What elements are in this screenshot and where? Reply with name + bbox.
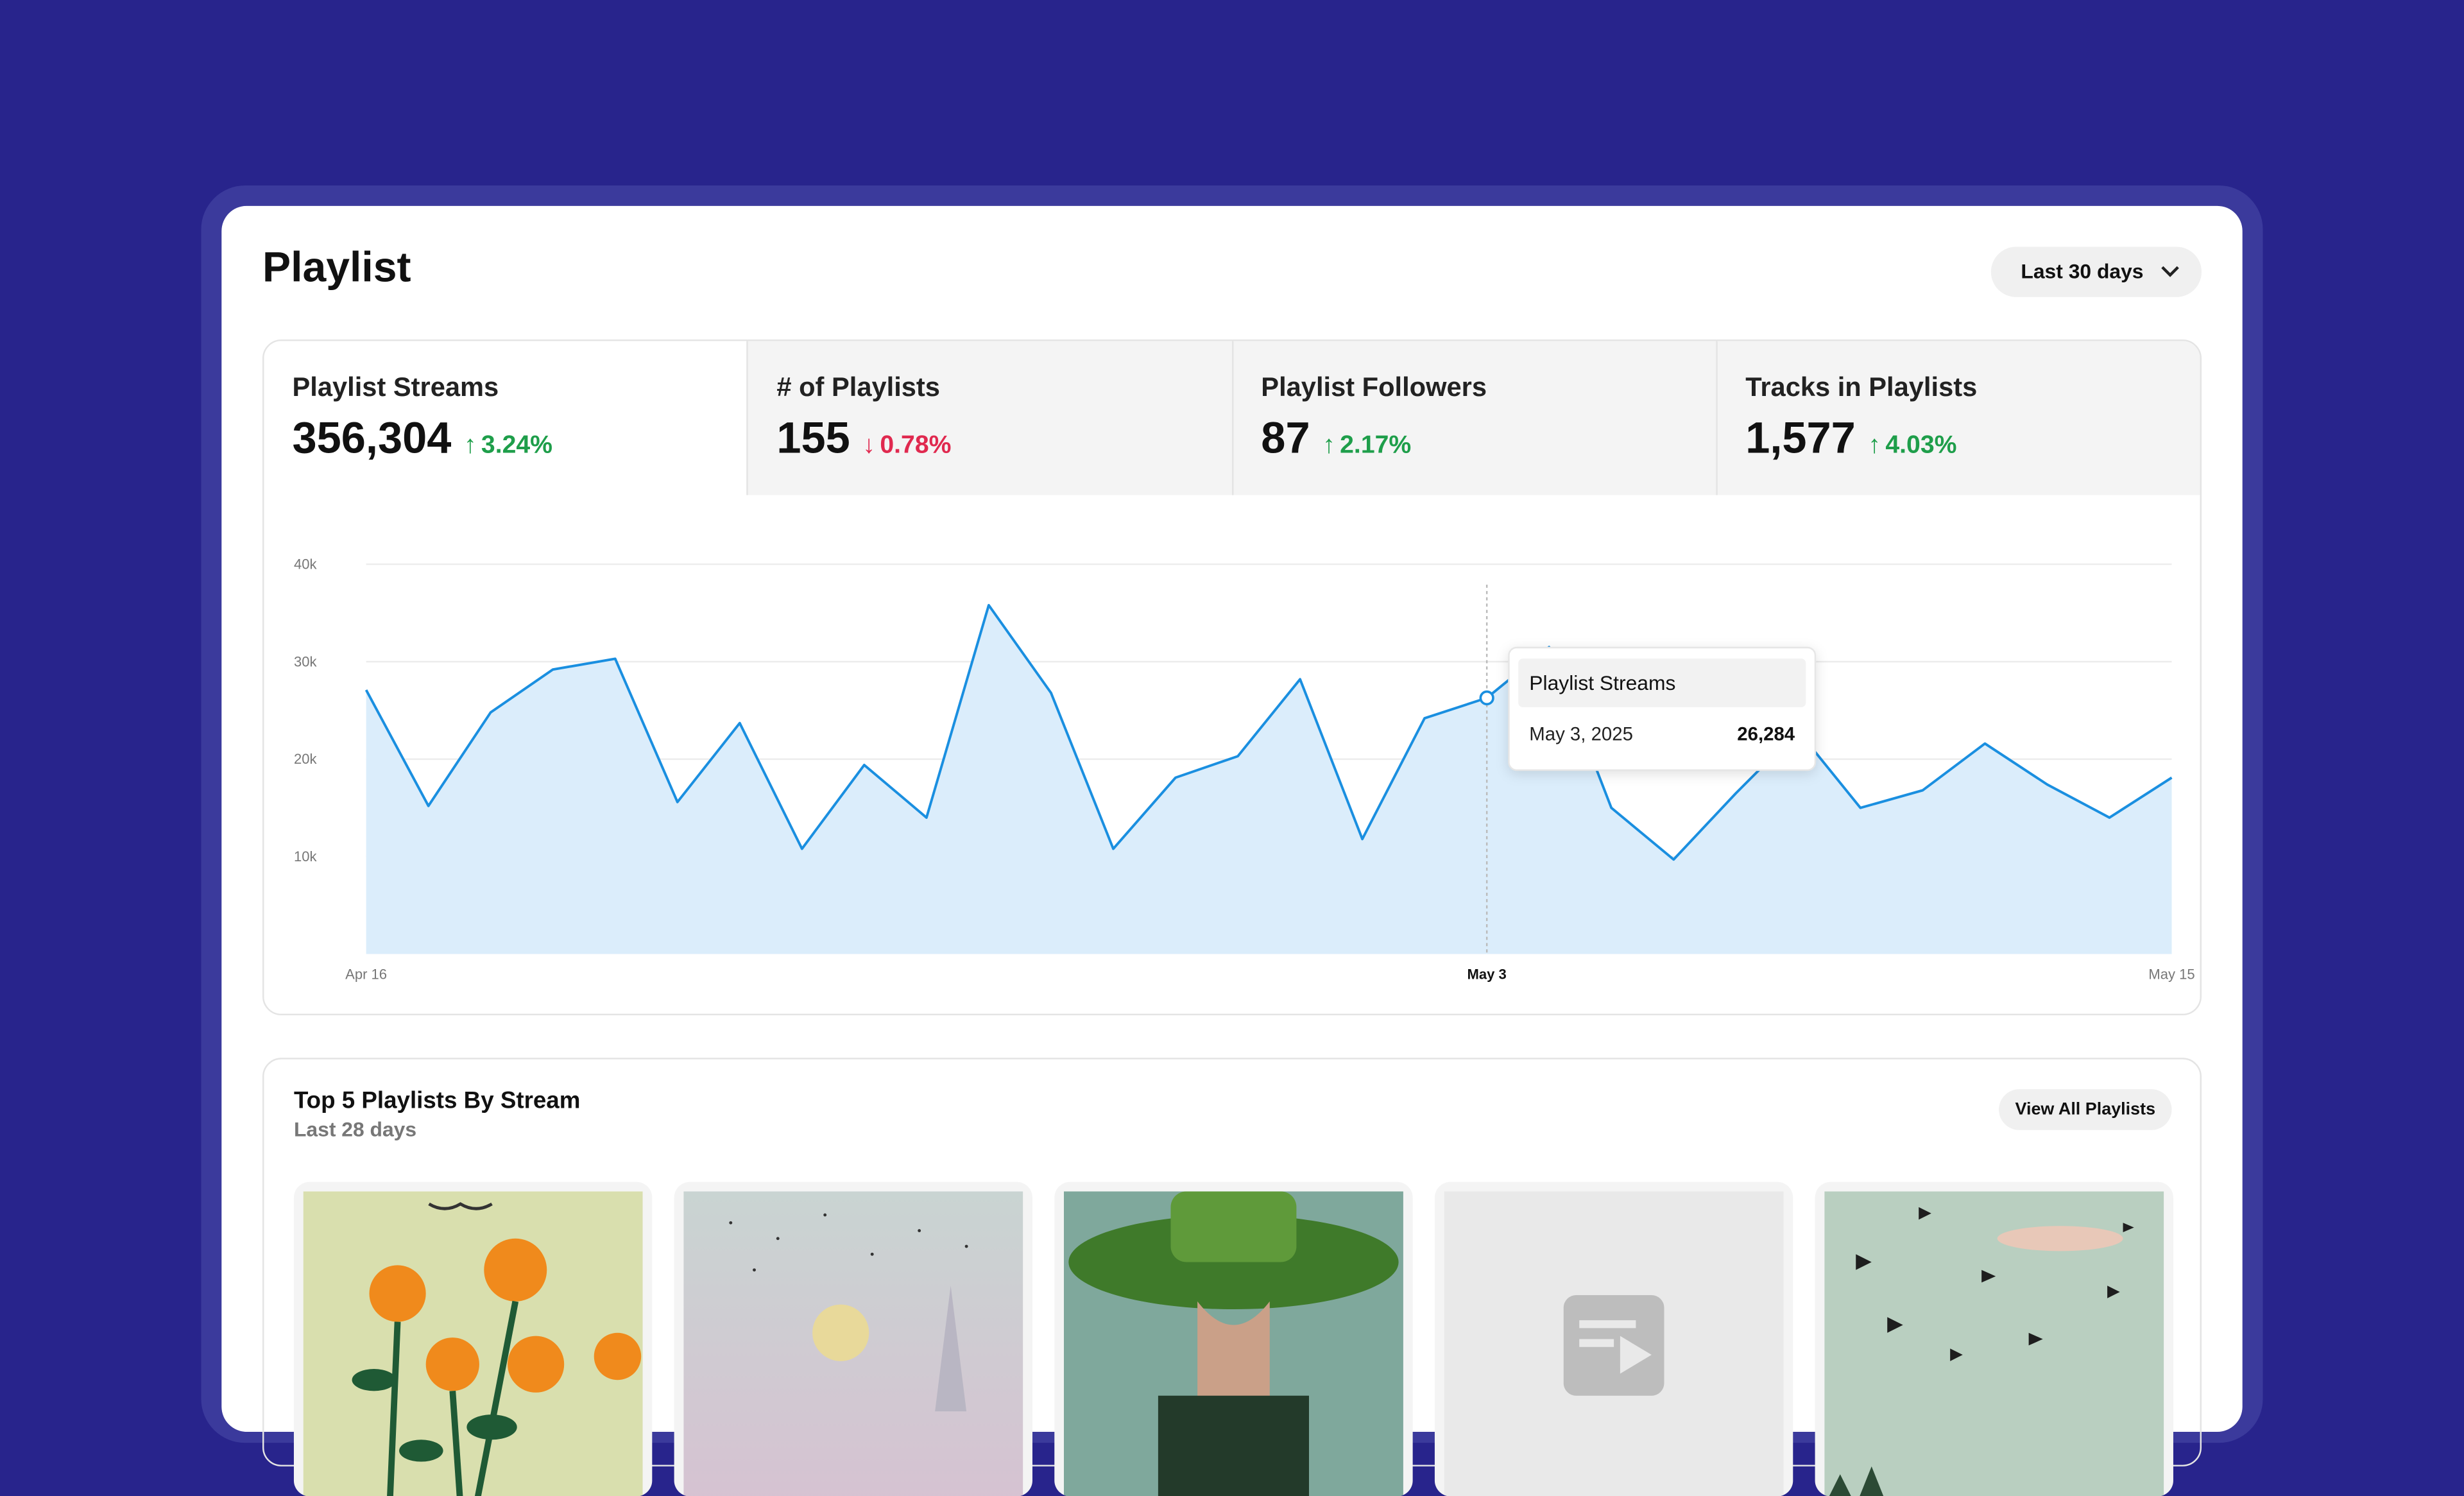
y-tick-label: 20k — [294, 751, 318, 767]
metrics-row: Playlist Streams 356,304 3.24% # of Playlis… — [264, 341, 2200, 495]
x-tick-label: May 3 — [1467, 967, 1507, 983]
line — [364, 603, 2173, 861]
metric-change: 2.17% — [1322, 432, 1411, 460]
tooltip-date: May 3, 2025 — [1529, 723, 1633, 744]
metric-row: 356,304 3.24% — [293, 413, 719, 463]
metric-change: 3.24% — [464, 432, 552, 460]
metric-value: 155 — [776, 413, 850, 463]
stage: Playlist Last 30 days Playlist Streams 35… — [0, 0, 2464, 1386]
x-tick-label: Apr 16 — [345, 967, 387, 983]
cover — [1824, 1191, 2164, 1496]
y-tick-label: 30k — [294, 653, 318, 669]
page-title: Playlist — [262, 243, 411, 291]
metric-label: Tracks in Playlists — [1745, 372, 1978, 402]
metric-card[interactable]: # of Playlists 155 0.78% — [746, 341, 1231, 495]
metric-card[interactable]: Tracks in Playlists 1,577 4.03% — [1715, 341, 2200, 495]
playlist-thumb[interactable] — [1054, 1182, 1413, 1496]
chart: 10k 20k 30k 40k Apr 16 May 3 May 15 Playlist St… — [294, 556, 2195, 983]
dashboard-card: Playlist Last 30 days Playlist Streams 35… — [221, 205, 2243, 1496]
view-all-button[interactable]: View All Playlists — [1999, 1089, 2172, 1130]
metric-card[interactable]: Playlist Followers 87 2.17% — [1231, 341, 1716, 495]
metric-row: 1,577 4.03% — [1745, 413, 2171, 463]
playlist-thumb[interactable] — [674, 1182, 1032, 1496]
metric-card[interactable]: Playlist Streams 356,304 3.24% — [264, 341, 747, 495]
point — [1479, 690, 1494, 706]
x-tick-label: May 15 — [2148, 967, 2194, 983]
cover — [683, 1191, 1023, 1496]
chart-panel: Playlist Streams 356,304 3.24% # of Playlis… — [262, 339, 2202, 1016]
page: Playlist Last 30 days Playlist Streams 35… — [0, 0, 2464, 1386]
section-title: Top 5 Playlists By Stream — [293, 1087, 581, 1115]
metric-label: # of Playlists — [776, 372, 940, 402]
top-playlists: Top 5 Playlists By Stream Last 28 days V… — [262, 1058, 2202, 1496]
tooltip-header — [1518, 658, 1806, 708]
metric-row: 155 0.78% — [776, 413, 1202, 463]
metric-value: 1,577 — [1745, 413, 1856, 463]
metric-value: 356,304 — [292, 413, 452, 463]
tooltip-title: Playlist Streams — [1529, 671, 1675, 694]
playlist-thumb[interactable] — [1434, 1182, 1793, 1496]
cover — [1063, 1191, 1403, 1496]
y-tick-label: 10k — [294, 848, 318, 864]
cover — [303, 1191, 643, 1496]
range-dropdown[interactable]: Last 30 days — [1990, 246, 2202, 297]
chevron-icon — [2161, 266, 2179, 277]
section-subtitle: Last 28 days — [293, 1117, 417, 1141]
metric-change: 0.78% — [862, 432, 951, 460]
tooltip-value: 26,284 — [1737, 723, 1795, 744]
metric-label: Playlist Followers — [1261, 372, 1487, 402]
cover — [1444, 1191, 1784, 1496]
y-tick-label: 40k — [294, 556, 318, 572]
playlist-thumb[interactable] — [293, 1182, 653, 1496]
metric-change: 4.03% — [1868, 432, 1956, 460]
range-label: Last 30 days — [2021, 259, 2144, 283]
metric-value: 87 — [1261, 413, 1310, 463]
playlist-thumb[interactable] — [1815, 1182, 2173, 1496]
metric-label: Playlist Streams — [292, 372, 499, 402]
metric-row: 87 2.17% — [1261, 413, 1687, 463]
area — [366, 605, 2172, 954]
